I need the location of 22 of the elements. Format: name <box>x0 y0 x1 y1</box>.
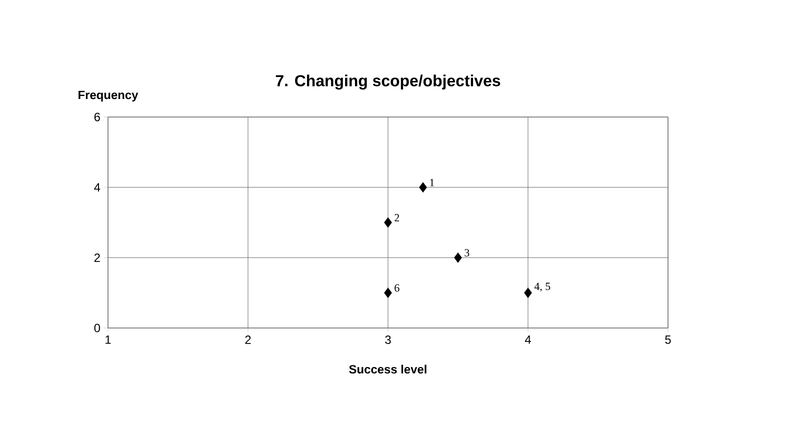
x-tick-label: 3 <box>385 336 391 344</box>
y-tick-label: 6 <box>94 112 100 122</box>
y-axis-title: Frequency <box>78 90 138 102</box>
point <box>384 217 392 228</box>
x-tick-label: 5 <box>665 336 671 344</box>
point <box>384 288 392 298</box>
annotation: 4, 5 <box>534 282 550 292</box>
x-tick-label: 4 <box>524 336 531 344</box>
y-tick-label: 0 <box>94 324 100 332</box>
annotation: 6 <box>394 284 400 292</box>
annotation: 2 <box>394 214 400 222</box>
point <box>454 252 462 263</box>
point <box>419 182 427 193</box>
y-tick-label: 4 <box>94 183 100 192</box>
x-axis-title: Success level <box>349 364 426 374</box>
x-tick-label: 1 <box>106 336 111 344</box>
annotation: 3 <box>464 249 470 256</box>
point <box>524 288 532 298</box>
y-tick-label: 2 <box>94 253 100 262</box>
x-tick-label: 2 <box>245 336 251 344</box>
annotation: 1 <box>430 178 434 186</box>
chart-title: 7. Changing scope/objectives <box>276 74 500 90</box>
